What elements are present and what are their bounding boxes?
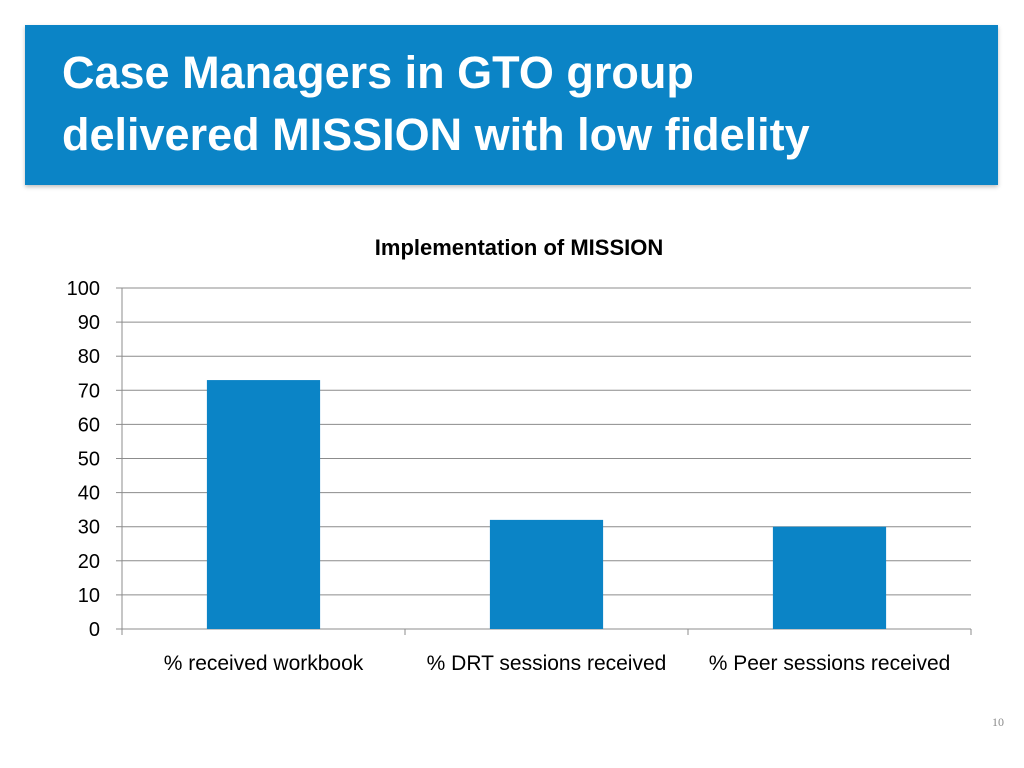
y-tick-label-90: 90 bbox=[78, 312, 100, 334]
slide-title: Case Managers in GTO group delivered MIS… bbox=[62, 42, 982, 166]
y-tick-label-20: 20 bbox=[78, 551, 100, 573]
bar-1 bbox=[206, 380, 321, 629]
x-category-label-3: % Peer sessions received bbox=[709, 652, 951, 675]
bars bbox=[206, 380, 887, 629]
chart-container: Implementation of MISSION 0 10 20 30 40 50 60 7… bbox=[0, 200, 1024, 690]
y-tick-label-0: 0 bbox=[89, 619, 100, 641]
y-tick-label-80: 80 bbox=[78, 346, 100, 368]
title-banner: Case Managers in GTO group delivered MIS… bbox=[25, 25, 998, 185]
bar-2 bbox=[489, 519, 604, 629]
bar-3 bbox=[772, 526, 887, 629]
y-tick-label-100: 100 bbox=[67, 278, 100, 300]
x-category-label-1: % received workbook bbox=[164, 652, 364, 675]
y-tick-label-40: 40 bbox=[78, 483, 100, 505]
chart-title: Implementation of MISSION bbox=[375, 235, 663, 260]
y-tick-label-60: 60 bbox=[78, 414, 100, 436]
bar-chart: Implementation of MISSION 0 10 20 30 40 50 60 7… bbox=[67, 235, 972, 675]
x-category-label-2: % DRT sessions received bbox=[427, 652, 667, 675]
y-tick-label-10: 10 bbox=[78, 585, 100, 607]
y-tick-label-50: 50 bbox=[78, 449, 100, 471]
slide-title-line-2: delivered MISSION with low fidelity bbox=[62, 109, 810, 160]
page-number: 10 bbox=[992, 715, 1004, 729]
y-tick-label-70: 70 bbox=[78, 380, 100, 402]
x-tick-labels: % received workbook % DRT sessions receiv… bbox=[164, 652, 951, 675]
slide-title-line-1: Case Managers in GTO group bbox=[62, 47, 694, 98]
y-tick-label-30: 30 bbox=[78, 517, 100, 539]
y-tick-labels: 0 10 20 30 40 50 60 70 80 90 100 bbox=[67, 278, 100, 641]
